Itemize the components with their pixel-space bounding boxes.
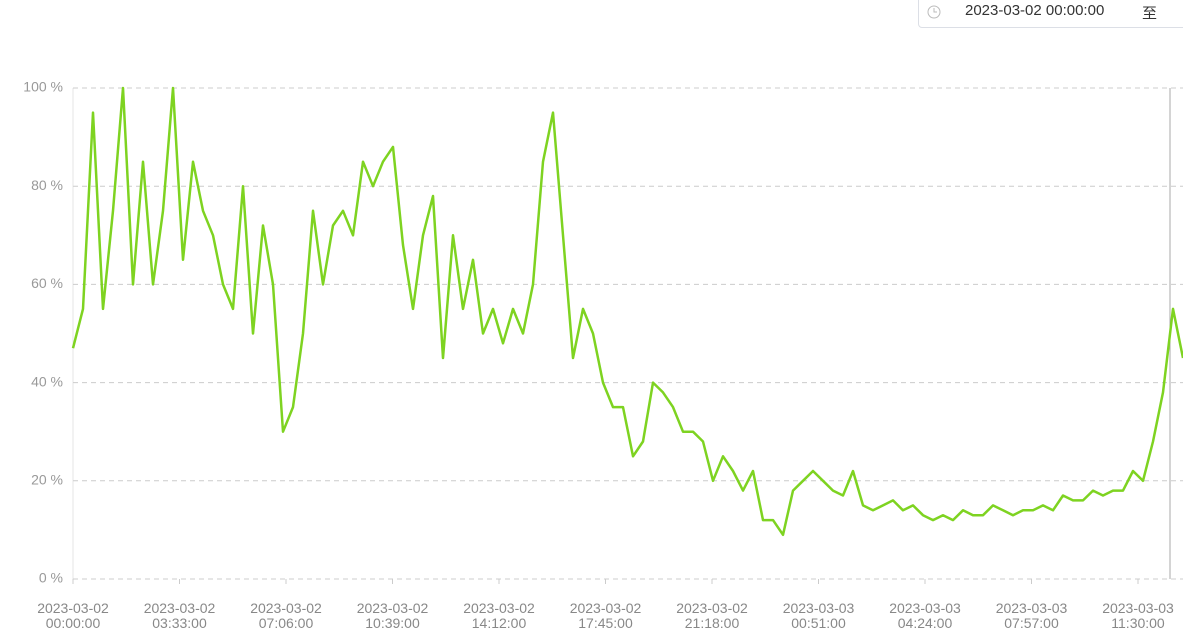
start-date[interactable]: 2023-03-02 00:00:00 bbox=[965, 2, 1105, 19]
x-tick-label: 2023-03-03 00:51:00 bbox=[782, 600, 855, 631]
y-tick-label: 20 % bbox=[31, 472, 63, 488]
y-tick-label: 60 % bbox=[31, 275, 63, 291]
range-separator: 至 bbox=[1142, 5, 1158, 22]
x-tick-label: 2023-03-02 17:45:00 bbox=[569, 600, 642, 631]
x-tick-label: 2023-03-02 21:18:00 bbox=[676, 600, 748, 631]
data-line bbox=[71, 86, 1183, 537]
x-tick-label: 2023-03-03 07:57:00 bbox=[995, 600, 1068, 631]
x-tick-label: 2023-03-02 00:00:00 bbox=[37, 600, 109, 631]
x-tick-label: 2023-03-02 03:33:00 bbox=[143, 600, 216, 631]
y-tick-label: 80 % bbox=[31, 177, 63, 193]
x-tick-label: 2023-03-03 04:24:00 bbox=[889, 600, 961, 631]
clock-icon bbox=[927, 5, 941, 19]
x-tick-label: 2023-03-03 11:30:00 bbox=[1102, 600, 1174, 631]
x-tick-label: 2023-03-02 10:39:00 bbox=[356, 600, 429, 631]
x-tick-label: 2023-03-02 14:12:00 bbox=[463, 600, 535, 631]
y-tick-label: 40 % bbox=[31, 373, 63, 389]
y-tick-label: 100 % bbox=[23, 79, 63, 95]
y-tick-label: 0 % bbox=[39, 570, 63, 586]
x-tick-label: 2023-03-02 07:06:00 bbox=[250, 600, 322, 631]
date-picker[interactable]: 2023-03-02 00:00:00 至 bbox=[918, 0, 1183, 28]
